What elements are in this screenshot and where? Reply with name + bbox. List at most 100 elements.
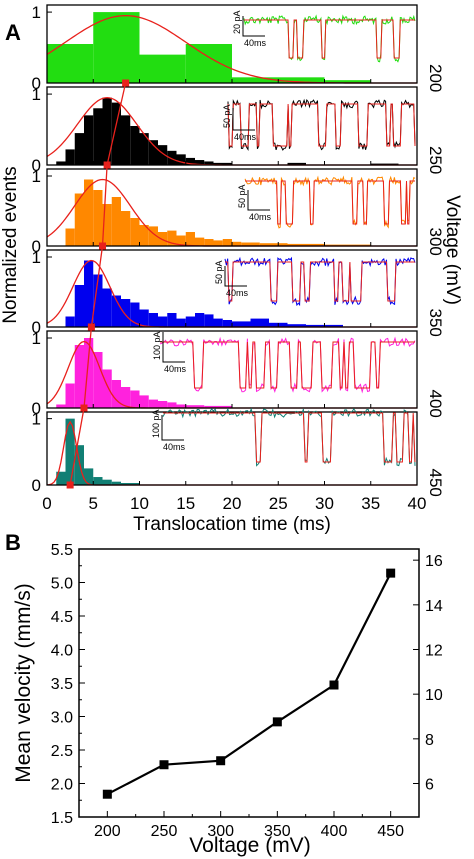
histogram-bar xyxy=(84,468,94,485)
histogram-bar xyxy=(324,244,371,246)
histogram-bar xyxy=(111,295,121,327)
scale-bar-current: 50 pA xyxy=(214,260,224,284)
x-tick-label: 30 xyxy=(315,494,334,513)
histogram-bar xyxy=(185,405,205,408)
histogram-bar xyxy=(102,369,112,408)
y-tick-label: 2.5 xyxy=(51,743,73,760)
histogram-bar xyxy=(111,197,121,246)
x-tick-label: 450 xyxy=(377,823,404,840)
histogram-bar xyxy=(93,477,103,485)
y-tick-label: 0 xyxy=(32,237,41,256)
histogram-bar xyxy=(121,115,131,165)
peak-marker xyxy=(80,404,88,412)
y-tick-label: 3.0 xyxy=(51,710,73,727)
histogram-bar xyxy=(139,54,186,83)
histogram-bar xyxy=(139,309,149,327)
histogram-bar xyxy=(65,316,75,327)
y2-tick-label: 10 xyxy=(425,687,443,704)
histogram-bar xyxy=(102,97,112,165)
histogram-bar xyxy=(102,479,112,485)
histogram-bar xyxy=(93,12,140,83)
histogram-bar xyxy=(158,145,168,165)
histogram-bar xyxy=(84,338,94,408)
histogram-bar xyxy=(287,162,306,165)
panel-b: 1.5 2.0 2.5 3.0 3.5 4.0 4.5 5.0 5.5 6 8 10 12 14 16 200… xyxy=(5,530,443,857)
scale-bar-time: 40ms xyxy=(249,212,272,222)
histogram-bar xyxy=(74,193,84,246)
x-tick-label: 35 xyxy=(361,494,380,513)
scale-bar-current: 50 pA xyxy=(222,104,232,128)
histogram-bar xyxy=(195,237,205,246)
histogram-bar xyxy=(65,149,75,165)
histogram-bar xyxy=(324,80,371,83)
histogram-bar xyxy=(204,314,214,327)
histogram-bar xyxy=(102,288,112,327)
scale-bar-current: 100 pA xyxy=(151,409,161,438)
y-tick-label: 1 xyxy=(32,329,41,348)
y-tick-label: 0 xyxy=(32,399,41,418)
y2-tick-label: 6 xyxy=(425,777,434,794)
histogram-bar xyxy=(176,235,186,246)
histogram-bar xyxy=(148,226,158,246)
histogram-bar xyxy=(176,404,186,408)
x-tick-label: 15 xyxy=(176,494,195,513)
y-tick-label: 0 xyxy=(32,74,41,93)
panel-frame xyxy=(46,411,418,486)
histogram-bar xyxy=(259,243,288,246)
y-axis-title: Mean velocity (mm/s) xyxy=(12,583,35,783)
y-tick-label: 3.5 xyxy=(51,676,73,693)
x-tick-label: 25 xyxy=(269,494,288,513)
y2-tick-label: 16 xyxy=(425,553,443,570)
scale-bar-current: 100 pA xyxy=(152,331,162,360)
y-tick-label: 1 xyxy=(32,85,41,104)
histogram-bar xyxy=(241,242,260,246)
panel-label-a: A xyxy=(5,20,21,45)
histogram-bar xyxy=(93,352,103,408)
data-point xyxy=(272,717,282,727)
y-tick-label: 5.5 xyxy=(51,542,73,559)
histogram-bar xyxy=(204,405,232,408)
x-tick-label: 20 xyxy=(223,494,242,513)
histogram-bar xyxy=(84,179,94,246)
voltage-label: 250 xyxy=(426,146,445,174)
peak-marker xyxy=(103,161,111,169)
histogram-bar xyxy=(176,154,186,165)
histogram-bar xyxy=(47,44,94,83)
scale-bar-time: 40ms xyxy=(226,288,249,298)
scale-bar xyxy=(224,266,247,287)
histogram-bar xyxy=(74,133,84,165)
y-tick-label: 5.0 xyxy=(51,576,73,593)
histogram-bar xyxy=(56,161,66,165)
x-tick-label: 0 xyxy=(42,494,51,513)
x-axis-title: Translocation time (ms) xyxy=(133,514,331,535)
histogram-bar xyxy=(111,102,121,165)
histogram-bar xyxy=(167,402,177,408)
scale-bar-time: 40ms xyxy=(163,442,186,452)
histogram-bar xyxy=(287,243,325,246)
y-tick-label: 1 xyxy=(32,3,41,22)
histogram-bar xyxy=(158,316,168,327)
data-point xyxy=(102,789,112,799)
trace-fit xyxy=(244,19,415,59)
voltage-label: 450 xyxy=(426,469,445,497)
histogram-bar xyxy=(121,299,131,327)
histogram-bar xyxy=(185,44,232,83)
histogram-bar xyxy=(56,404,66,408)
scale-bar-time: 40ms xyxy=(164,364,187,374)
scale-bar-current: 20 pA xyxy=(232,10,242,34)
histogram-bar xyxy=(204,239,214,246)
scale-bar xyxy=(161,415,184,441)
scale-bar xyxy=(162,332,185,363)
histogram-bar xyxy=(93,190,103,246)
plot-frame xyxy=(78,548,420,818)
x-tick-label: 10 xyxy=(130,494,149,513)
scale-bar xyxy=(232,108,255,131)
histogram-bar xyxy=(130,126,140,165)
peak-marker xyxy=(87,323,95,331)
